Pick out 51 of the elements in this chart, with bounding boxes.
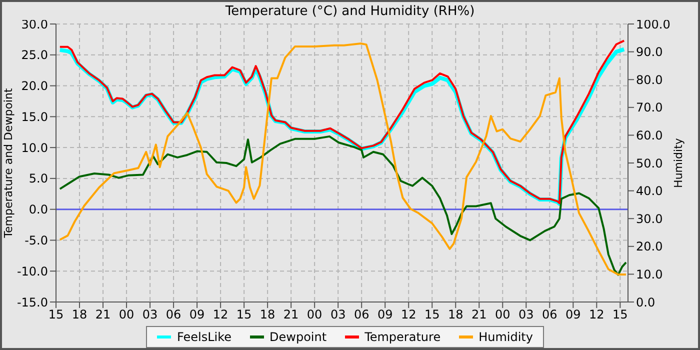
y-tick-label: -5.0: [24, 233, 48, 248]
x-tick-label: 09: [189, 308, 205, 322]
legend-label: Dewpoint: [270, 330, 327, 344]
legend-label: FeelsLike: [176, 330, 232, 344]
x-tick-label: 06: [542, 308, 558, 322]
x-tick-label: 03: [518, 308, 534, 322]
y2-tick-label: 0.0: [636, 295, 656, 310]
x-tick-label: 18: [260, 308, 276, 322]
y2-tick-label: 90.0: [636, 45, 663, 60]
y-tick-label: 20.0: [21, 79, 48, 94]
y2-axis-title: Humidity: [672, 138, 685, 188]
x-tick-label: 12: [589, 308, 604, 322]
y-tick-label: -15.0: [16, 295, 48, 310]
x-tick-label: 18: [448, 308, 464, 322]
y-tick-label: 0.0: [28, 202, 48, 217]
y2-tick-label: 30.0: [636, 212, 663, 226]
x-tick-label: 00: [306, 308, 322, 322]
x-tick-label: 09: [377, 308, 393, 322]
y2-tick-label: 70.0: [636, 100, 663, 115]
x-tick-label: 15: [48, 308, 64, 322]
x-tick-label: 00: [118, 308, 134, 322]
x-tick-label: 21: [471, 308, 487, 322]
x-tick-label: 03: [142, 308, 158, 322]
chart-title: Temperature (°C) and Humidity (RH%): [225, 4, 475, 19]
x-tick-label: 21: [283, 308, 299, 322]
y2-tick-label: 80.0: [636, 72, 663, 87]
y2-tick-label: 40.0: [636, 184, 663, 198]
legend-label: Temperature: [364, 330, 441, 344]
y2-tick-label: 20.0: [636, 240, 663, 254]
x-tick-label: 03: [330, 308, 346, 322]
x-tick-label: 00: [494, 308, 510, 322]
x-tick-label: 06: [166, 308, 182, 322]
x-tick-label: 21: [95, 308, 111, 322]
y-tick-label: 10.0: [21, 140, 48, 155]
y-tick-label: 25.0: [21, 48, 48, 62]
y-axis-title: Temperature and Dewpoint: [2, 87, 15, 239]
x-tick-label: 06: [354, 308, 370, 322]
x-tick-label: 15: [612, 308, 628, 322]
x-tick-label: 09: [566, 308, 581, 322]
y-tick-label: 15.0: [21, 110, 48, 124]
y-tick-label: -10.0: [16, 264, 48, 278]
x-tick-label: 15: [236, 308, 252, 322]
y2-tick-label: 50.0: [636, 156, 663, 170]
y2-tick-label: 60.0: [636, 128, 663, 142]
y2-tick-label: 10.0: [636, 267, 663, 282]
x-tick-label: 12: [212, 308, 228, 322]
legend-label: Humidity: [478, 330, 533, 344]
y-tick-label: 5.0: [28, 172, 48, 186]
x-tick-label: 15: [424, 308, 440, 322]
x-tick-label: 12: [400, 308, 416, 322]
x-tick-label: 18: [72, 308, 88, 322]
